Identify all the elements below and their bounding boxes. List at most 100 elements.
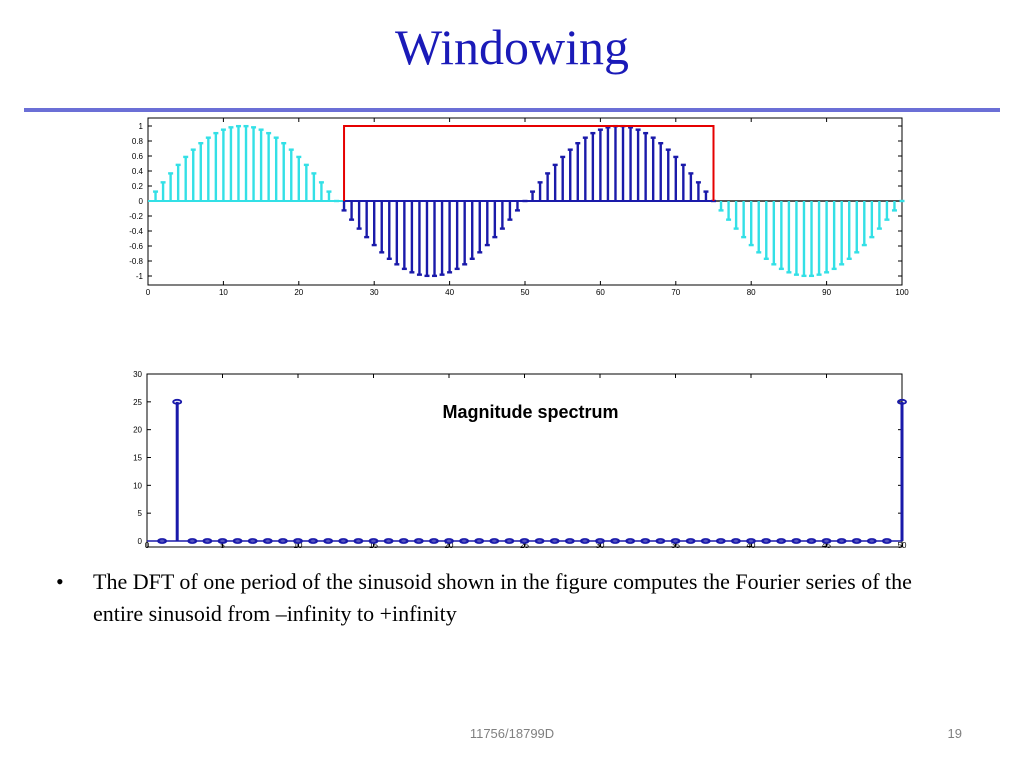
x-tick-label: 0 — [146, 288, 151, 297]
spectrum-marker — [776, 538, 787, 544]
spectrum-marker — [232, 538, 243, 544]
y-tick-label: 0.2 — [132, 182, 144, 191]
y-tick-label: -0.6 — [129, 242, 143, 251]
spectrum-marker — [866, 538, 877, 544]
spectrum-marker — [715, 538, 726, 544]
spectrum-marker — [806, 538, 817, 544]
spectrum-marker — [519, 538, 530, 544]
spectrum-marker — [338, 538, 349, 544]
x-tick-label: 45 — [822, 541, 831, 550]
y-tick-label: 15 — [133, 454, 142, 463]
bullet-marker: • — [56, 569, 64, 594]
spectrum-marker — [700, 538, 711, 544]
x-tick-label: 50 — [521, 288, 530, 297]
spectrum-marker — [323, 538, 334, 544]
bullet-text: The DFT of one period of the sinusoid sh… — [93, 569, 912, 626]
footer-course-code: 11756/18799D — [469, 726, 555, 741]
x-tick-label: 80 — [747, 288, 756, 297]
rectangular-window — [343, 125, 715, 201]
spectrum-marker — [549, 538, 560, 544]
spectrum-marker — [564, 538, 575, 544]
spectrum-marker — [534, 538, 545, 544]
x-tick-label: 20 — [294, 288, 303, 297]
x-tick-label: 30 — [370, 288, 379, 297]
spectrum-marker — [459, 538, 470, 544]
spectrum-marker — [262, 538, 273, 544]
spectrum-marker — [308, 538, 319, 544]
x-tick-label: 20 — [445, 541, 454, 550]
x-tick-label: 5 — [220, 541, 225, 550]
spectrum-marker — [277, 538, 288, 544]
spectrum-marker — [897, 398, 907, 405]
spectrum-marker — [882, 538, 892, 544]
spectrum-marker — [368, 538, 379, 544]
slide-title: Windowing — [394, 19, 630, 75]
y-tick-label: 5 — [138, 509, 143, 518]
spectrum-marker — [413, 538, 424, 544]
spectrum-marker — [474, 538, 485, 544]
x-tick-label: 90 — [822, 288, 831, 297]
y-tick-label: 30 — [133, 370, 142, 379]
spectrum-marker — [398, 538, 409, 544]
spectrum-marker — [504, 538, 515, 544]
y-tick-label: 0.4 — [132, 167, 144, 176]
spectrum-marker — [655, 538, 666, 544]
x-tick-label: 0 — [145, 541, 150, 550]
x-tick-label: 70 — [671, 288, 680, 297]
y-tick-label: 0.6 — [132, 152, 144, 161]
spectrum-marker — [731, 538, 741, 544]
x-tick-label: 25 — [520, 541, 529, 550]
spectrum-marker — [353, 538, 364, 544]
x-tick-label: 50 — [898, 541, 907, 550]
spectrum-marker — [821, 538, 832, 544]
spectrum-marker — [444, 538, 454, 544]
x-tick-label: 30 — [596, 541, 605, 550]
spectrum-marker — [685, 538, 696, 544]
title-divider — [24, 108, 1000, 112]
y-tick-label: -0.4 — [129, 227, 143, 236]
page-number: 19 — [947, 726, 962, 741]
plot-frame — [146, 373, 903, 548]
y-tick-label: 0.8 — [132, 137, 144, 146]
x-tick-label: 10 — [294, 541, 303, 550]
spectrum-marker — [172, 398, 183, 405]
spectrum-marker — [428, 538, 439, 544]
y-tick-label: -0.8 — [129, 257, 143, 266]
spectrum-marker — [851, 538, 862, 544]
spectrum-marker — [383, 538, 394, 544]
x-tick-label: 40 — [445, 288, 454, 297]
spectrum-marker — [157, 538, 168, 544]
y-tick-label: 0 — [139, 197, 144, 206]
x-tick-label: 35 — [671, 541, 680, 550]
spectrum-marker — [625, 538, 636, 544]
spectrum-marker — [595, 538, 605, 544]
spectrum-marker — [489, 538, 500, 544]
y-tick-label: 20 — [133, 426, 142, 435]
chart-title: Magnitude spectrum — [442, 402, 618, 422]
y-tick-label: 0 — [138, 537, 143, 546]
sinusoid-stem-plot: -1-0.8-0.6-0.4-0.200.20.40.60.810 10 20 30 4… — [129, 117, 909, 297]
spectrum-marker — [247, 538, 258, 544]
y-tick-label: -1 — [136, 272, 144, 281]
spectrum-marker — [580, 538, 590, 544]
spectrum-marker — [202, 538, 213, 544]
x-tick-label: 60 — [596, 288, 605, 297]
x-tick-label: 100 — [895, 288, 909, 297]
y-tick-label: 25 — [133, 398, 142, 407]
spectrum-marker — [670, 538, 681, 544]
spectrum-marker — [791, 538, 802, 544]
spectrum-marker — [761, 538, 771, 544]
x-tick-label: 40 — [747, 541, 756, 550]
magnitude-spectrum-plot: 0 5 10 15 20 25 30 0 5 10 15 20 25 30 35 40 45 50 Magnitud… — [133, 370, 907, 550]
spectrum-marker — [217, 538, 228, 544]
y-tick-label: -0.2 — [129, 212, 143, 221]
y-tick-label: 1 — [139, 122, 144, 131]
x-tick-label: 15 — [369, 541, 378, 550]
spectrum-marker — [187, 538, 198, 544]
y-tick-label: 10 — [133, 481, 142, 490]
spectrum-marker — [836, 538, 847, 544]
spectrum-marker — [293, 538, 303, 544]
spectrum-marker — [746, 538, 756, 544]
spectrum-marker — [640, 538, 651, 544]
